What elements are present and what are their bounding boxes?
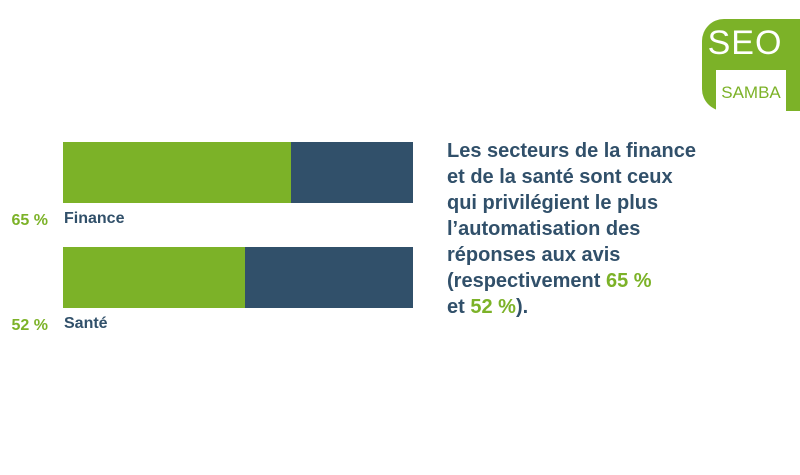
highlight-value-finance: 65 % bbox=[605, 270, 652, 292]
bar-fill-0 bbox=[63, 142, 291, 203]
description-line: et de la santé sont ceux bbox=[447, 166, 673, 188]
description-text-part: (respectivement bbox=[447, 270, 606, 292]
description-text-part: ). bbox=[515, 296, 529, 318]
logo-seo-text: SEO bbox=[707, 24, 783, 62]
value-label-1: 52 % bbox=[11, 317, 48, 334]
category-label-1: Santé bbox=[64, 315, 108, 332]
bar-track-0 bbox=[63, 142, 413, 203]
category-label-0: Finance bbox=[64, 210, 125, 227]
description-line: (respectivement 65 % bbox=[447, 268, 747, 294]
seo-samba-logo: SEO SAMBA bbox=[702, 19, 800, 116]
description-line: réponses aux avis bbox=[447, 244, 621, 266]
logo-samba-text: SAMBA bbox=[716, 70, 786, 116]
description-line: l’automatisation des bbox=[447, 218, 641, 240]
value-label-0: 65 % bbox=[11, 212, 48, 229]
description-line: qui privilégient le plus bbox=[447, 192, 659, 214]
bar-fill-1 bbox=[63, 247, 245, 308]
description-line: et 52 %). bbox=[447, 294, 747, 320]
description-line: Les secteurs de la finance bbox=[447, 140, 697, 162]
bar-track-1 bbox=[63, 247, 413, 308]
highlight-value-sante: 52 % bbox=[470, 296, 516, 318]
description-text-part: et bbox=[447, 296, 471, 318]
description-text: Les secteurs de la finance et de la sant… bbox=[447, 138, 747, 320]
bar-chart: Finance 65 % Santé 52 % bbox=[11, 142, 413, 334]
